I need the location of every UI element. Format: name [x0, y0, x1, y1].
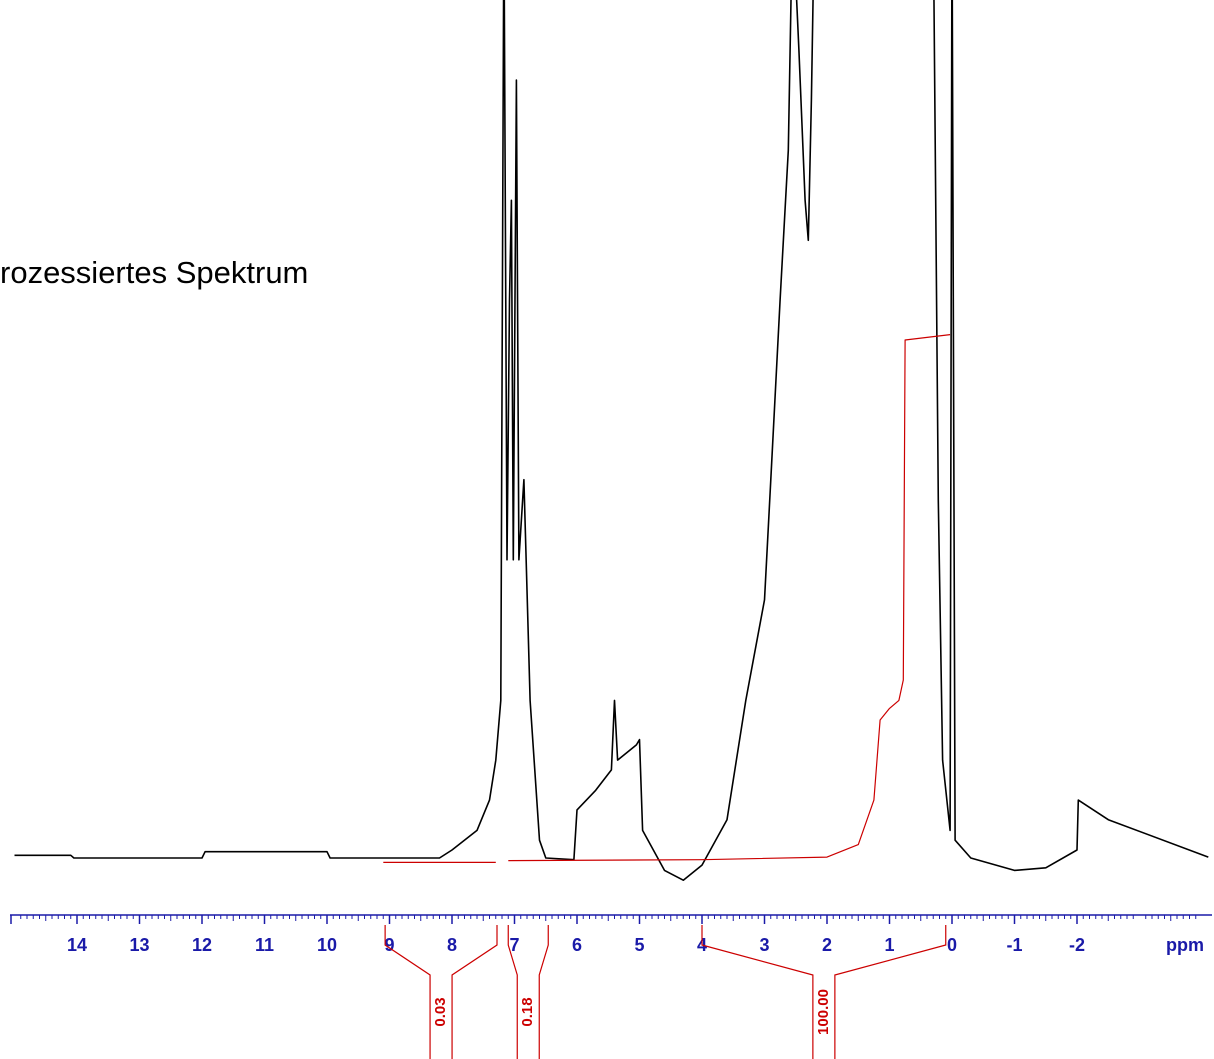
x-axis-label: ppm	[1166, 935, 1204, 955]
x-tick-label: 14	[67, 935, 87, 955]
x-tick-label: -1	[1006, 935, 1022, 955]
integral-label: 100.00	[815, 989, 832, 1035]
x-tick-label: -2	[1069, 935, 1085, 955]
x-tick-label: 9	[384, 935, 394, 955]
integral-label: 0.03	[432, 997, 449, 1026]
integral-label: 0.18	[519, 997, 536, 1026]
x-tick-label: 10	[317, 935, 337, 955]
integral-bracket	[701, 925, 947, 1059]
x-tick-label: 7	[509, 935, 519, 955]
integral-bracket	[507, 925, 549, 1059]
x-tick-label: 6	[572, 935, 582, 955]
x-tick-label: 0	[947, 935, 957, 955]
integral-bracket	[384, 925, 498, 1059]
x-tick-label: 13	[129, 935, 149, 955]
plot-area	[14, 0, 1209, 881]
x-tick-label: 12	[192, 935, 212, 955]
x-tick-label: 1	[884, 935, 894, 955]
x-tick-label: 3	[759, 935, 769, 955]
x-tick-label: 11	[255, 935, 274, 955]
annotation: rozessiertes Spektrum	[0, 255, 308, 290]
x-tick-label: 8	[447, 935, 457, 955]
integral-curve	[383, 334, 951, 863]
x-tick-label: 5	[634, 935, 644, 955]
x-tick-label: 2	[822, 935, 832, 955]
spectrum-line	[14, 0, 1209, 881]
